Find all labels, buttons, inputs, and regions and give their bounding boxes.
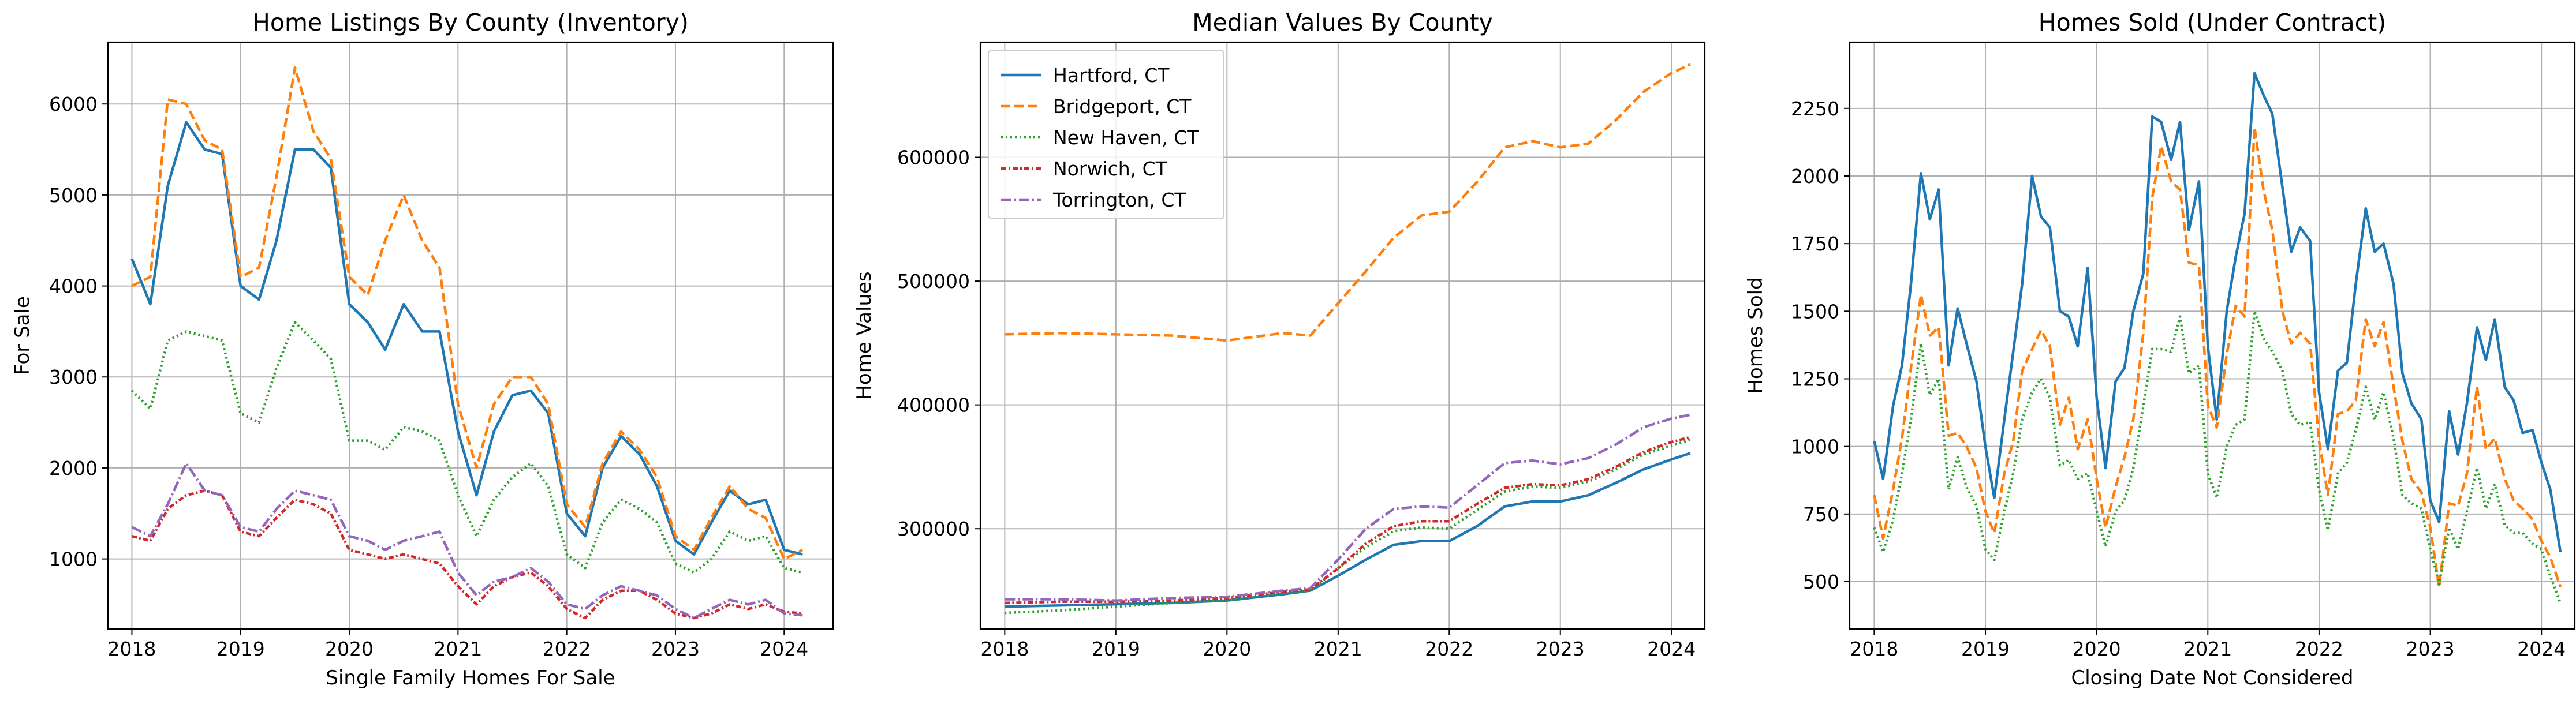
y-axis-label: Homes Sold [1744,277,1767,394]
series-line-new-haven [1005,438,1691,615]
chart-panel-2: 2018 2019 2020 2021 2022 2023 2024 300000 400000… [853,9,1706,660]
y-tick-label: 1500 [1791,300,1839,323]
x-tick-label: 2020 [325,638,374,660]
chart-panel-3: 2018 2019 2020 2021 2022 2023 2024 500 750 1000 12… [1744,9,2576,690]
y-tick-label: 2000 [49,457,98,480]
y-tick-label: 600000 [897,147,970,169]
y-tick-label: 500 [1803,571,1839,593]
y-tick-label: 1000 [1791,436,1839,458]
y-tick-label: 2250 [1791,98,1839,120]
x-tick-label: 2020 [2073,638,2121,660]
y-tick-label: 2000 [1791,165,1839,188]
plot-frame [979,41,1706,630]
y-tick-label: 750 [1803,503,1839,526]
plot-frame [1849,41,2576,630]
y-tick-label: 6000 [49,93,98,115]
series-group [130,66,804,620]
x-tick-label: 2018 [107,638,156,660]
x-tick-label: 2023 [2406,638,2455,660]
series-line-norwich [1005,436,1691,605]
series-line-bridgeport [1005,63,1691,342]
y-tick-label: 500000 [897,270,970,293]
x-tick-label: 2020 [1203,638,1251,660]
legend-label: Norwich, CT [1053,158,1168,180]
y-tick-label: 1000 [49,548,98,571]
y-tick-label: 400000 [897,394,970,417]
x-tick-label: 2019 [1961,638,2010,660]
series-line-hartford [1873,72,2562,552]
series-line-hartford [1005,452,1691,608]
plot-frame [107,41,834,630]
y-tick-label: 5000 [49,184,98,207]
series-line-new-haven [130,321,803,574]
series-group [1873,72,2562,604]
x-tick-label: 2021 [434,638,482,660]
x-tick-label: 2019 [1092,638,1140,660]
x-tick-label: 2021 [2183,638,2232,660]
y-axis-label: For Sale [11,296,34,375]
legend-label: Hartford, CT [1053,64,1170,87]
series-line-new-haven [1873,310,2562,604]
chart-title: Home Listings By County (Inventory) [252,9,689,36]
x-tick-label: 2018 [980,638,1029,660]
x-tick-label: 2024 [2517,638,2566,660]
series-line-hartford [130,121,803,556]
x-tick-label: 2018 [1850,638,1898,660]
legend-label: Torrington, CT [1052,189,1186,211]
x-tick-label: 2023 [1536,638,1585,660]
series-line-bridgeport [1873,126,2562,589]
y-tick-label: 300000 [897,518,970,540]
chart-title: Homes Sold (Under Contract) [2039,9,2387,36]
y-axis-label: Home Values [853,271,876,399]
x-tick-label: 2022 [1425,638,1473,660]
x-tick-label: 2022 [2295,638,2343,660]
x-tick-label: 2023 [651,638,700,660]
legend-label: New Haven, CT [1053,126,1199,149]
series-line-torrington [1005,413,1691,602]
x-axis-label: Closing Date Not Considered [2071,666,2353,690]
legend: Hartford, CT Bridgeport, CT New Haven, CT N… [988,50,1224,219]
x-tick-label: 2021 [1314,638,1362,660]
x-axis-label: Single Family Homes For Sale [326,666,615,690]
series-line-bridgeport [131,66,804,560]
legend-box [988,50,1224,219]
y-tick-label: 1250 [1791,368,1839,390]
legend-label: Bridgeport, CT [1053,95,1192,118]
series-group [1005,63,1691,615]
series-line-torrington [131,462,803,620]
y-tick-label: 4000 [49,275,98,298]
x-tick-label: 2019 [216,638,265,660]
chart-title: Median Values By County [1192,9,1493,36]
series-line-norwich [131,489,803,620]
chart-panel-1: 2018 2019 2020 2021 2022 2023 2024 1000 2000 3000… [11,9,834,690]
y-tick-label: 1750 [1791,233,1839,255]
y-tick-label: 3000 [49,366,98,388]
x-tick-label: 2024 [760,638,808,660]
x-tick-label: 2024 [1647,638,1696,660]
x-tick-label: 2022 [543,638,591,660]
